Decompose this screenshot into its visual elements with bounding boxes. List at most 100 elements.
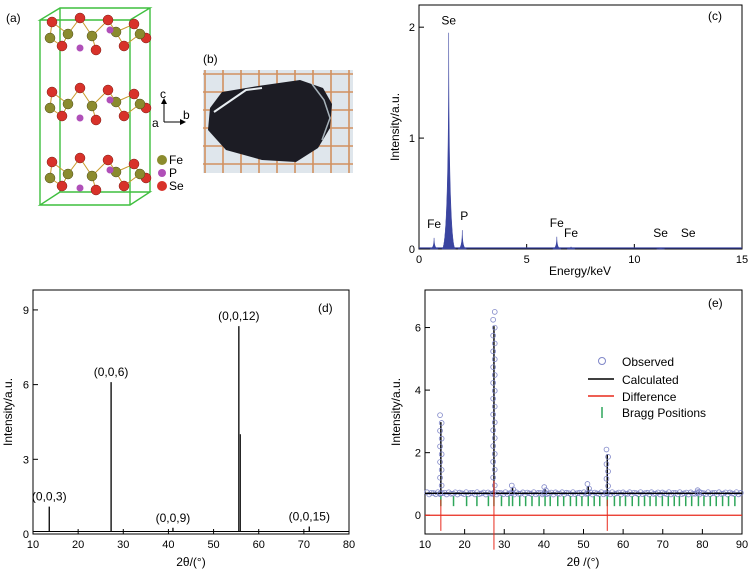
observed-point bbox=[605, 454, 611, 460]
x-tick-label: 70 bbox=[298, 539, 310, 551]
chart-e: 10 20 30 40 50 60 70 80 90 0 2 4 6 bbox=[415, 309, 748, 551]
chart-d-frame bbox=[32, 289, 350, 535]
crystal-flake bbox=[208, 80, 332, 162]
xrd-peak-label: (0,0,15) bbox=[289, 510, 330, 524]
observed-point bbox=[491, 435, 498, 441]
x-tick-label: 0 bbox=[416, 254, 422, 266]
eds-peak-label: P bbox=[460, 209, 468, 223]
atom-se bbox=[102, 14, 114, 26]
xrd-peak-label: (0,0,9) bbox=[156, 511, 191, 525]
chart-c-xlabel: Energy/keV bbox=[549, 264, 611, 278]
panel-label-c: (c) bbox=[708, 9, 722, 23]
observed-point bbox=[438, 482, 445, 489]
observed-point bbox=[694, 490, 701, 497]
observed-point bbox=[584, 481, 591, 487]
atom-se bbox=[90, 184, 102, 196]
y-tick-label: 4 bbox=[415, 385, 421, 397]
chart-e-xlabel: 2θ /(°) bbox=[567, 555, 600, 569]
observed-point bbox=[491, 340, 498, 347]
observed-point bbox=[438, 451, 445, 458]
eds-peak bbox=[457, 230, 467, 250]
panel-d: (d) 10 20 30 40 50 60 70 80 0 3 6 9 (0,0,3) (0,0,6) (0… bbox=[1, 289, 355, 569]
eds-peak-label: Se bbox=[653, 226, 668, 240]
legend-atom-fe-marker bbox=[157, 155, 167, 165]
atom-se bbox=[90, 114, 102, 126]
legend-atom-p-marker bbox=[158, 169, 166, 177]
x-tick-label: 80 bbox=[343, 539, 355, 551]
observed-point bbox=[508, 482, 515, 489]
panel-label-e: (e) bbox=[708, 296, 723, 310]
observed-point bbox=[543, 487, 549, 494]
atom-se bbox=[128, 18, 140, 30]
atom-p bbox=[76, 44, 84, 52]
x-tick-label: 15 bbox=[736, 254, 748, 266]
atom-se bbox=[46, 156, 58, 168]
axis-a-label: a bbox=[152, 116, 159, 130]
atom-se bbox=[56, 40, 68, 52]
chart-d: 10 20 30 40 50 60 70 80 0 3 6 9 (0,0,3) (0,0,6) (0,0,9… bbox=[23, 305, 355, 551]
observed-point bbox=[437, 443, 443, 450]
legend-atom-p: P bbox=[169, 166, 177, 180]
atom-fe bbox=[86, 100, 98, 112]
x-tick-label: 10 bbox=[419, 539, 431, 551]
observed-point bbox=[491, 356, 498, 363]
x-tick-label: 60 bbox=[253, 539, 265, 551]
x-tick-label: 40 bbox=[162, 539, 174, 551]
atom-fe bbox=[44, 102, 56, 114]
panel-label-b: (b) bbox=[203, 52, 218, 66]
observed-point bbox=[490, 332, 496, 339]
observed-point bbox=[490, 380, 496, 386]
y-tick-label: 6 bbox=[415, 323, 421, 335]
x-tick-label: 50 bbox=[577, 539, 589, 551]
chart-e-legend: Observed Calculated Difference Bragg Pos… bbox=[588, 355, 706, 420]
y-tick-label: 0 bbox=[409, 244, 415, 256]
xrd-peak-label: (0,0,6) bbox=[94, 365, 129, 379]
atom-se bbox=[90, 44, 102, 56]
atom-fe bbox=[134, 168, 146, 180]
eds-peak bbox=[429, 237, 439, 250]
x-tick-label: 50 bbox=[207, 539, 219, 551]
observed-point bbox=[603, 490, 610, 497]
observed-point bbox=[491, 451, 498, 457]
atom-se bbox=[118, 110, 130, 122]
xrd-peak-label: (0,0,12) bbox=[218, 309, 259, 323]
observed-point bbox=[491, 419, 498, 426]
legend-atom-se: Se bbox=[169, 179, 184, 193]
atom-fe bbox=[86, 30, 98, 42]
observed-point bbox=[491, 387, 498, 394]
atom-se bbox=[46, 86, 58, 98]
observed-point bbox=[437, 412, 443, 418]
observed-point bbox=[490, 474, 496, 481]
observed-point bbox=[491, 309, 498, 315]
observed-point bbox=[490, 316, 496, 323]
atom-se bbox=[128, 158, 140, 170]
x-tick-label: 40 bbox=[538, 539, 550, 551]
atom-se bbox=[102, 154, 114, 166]
observed-point bbox=[541, 484, 548, 490]
x-tick-label: 60 bbox=[617, 539, 629, 551]
x-tick-label: 20 bbox=[459, 539, 471, 551]
observed-point bbox=[490, 427, 496, 434]
cell-top-face bbox=[37, 7, 153, 21]
observed-point bbox=[603, 446, 610, 453]
observed-point bbox=[491, 372, 498, 378]
atom-p bbox=[106, 26, 114, 34]
observed-point bbox=[603, 461, 610, 467]
x-tick-label: 10 bbox=[628, 254, 640, 266]
observed-point bbox=[491, 482, 498, 489]
atom-se bbox=[102, 84, 114, 96]
observed-point bbox=[437, 490, 443, 497]
legend-calculated: Calculated bbox=[622, 373, 679, 387]
observed-point bbox=[437, 474, 443, 481]
observed-point bbox=[491, 466, 498, 473]
panel-e: (e) 10 20 30 40 50 60 70 80 90 0 2 4 6 Observed Calc… bbox=[389, 289, 748, 569]
eds-peak-label: Fe bbox=[550, 216, 564, 230]
x-tick-label: 20 bbox=[72, 539, 84, 551]
panel-label-d: (d) bbox=[318, 301, 333, 315]
chart-d-xlabel: 2θ/(°) bbox=[176, 555, 205, 569]
observed-point bbox=[490, 458, 496, 465]
observed-point bbox=[694, 487, 701, 494]
y-tick-label: 9 bbox=[23, 305, 29, 317]
